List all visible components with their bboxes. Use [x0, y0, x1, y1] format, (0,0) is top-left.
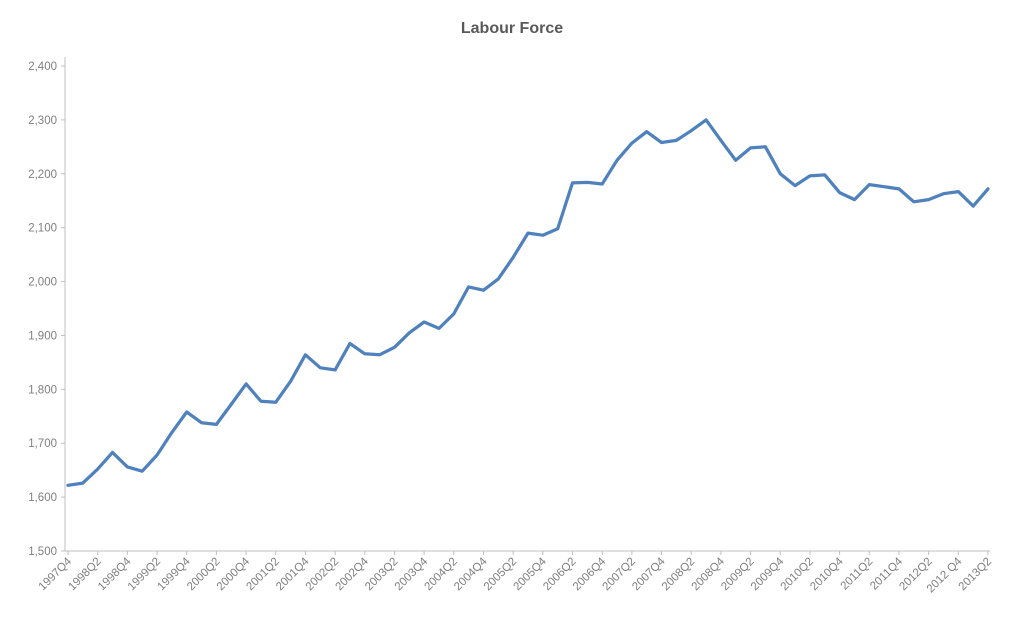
y-tick-label: 1,600 — [28, 492, 57, 504]
y-tick-label: 1,800 — [28, 384, 57, 396]
y-tick-label: 1,500 — [28, 546, 57, 558]
chart-title: Labour Force — [461, 20, 563, 37]
y-tick-label: 2,000 — [28, 277, 57, 289]
x-tick-label: 2010Q4 — [808, 555, 846, 593]
x-tick-label: 2013Q2 — [957, 556, 994, 593]
plot-area: 1,500 1,600 1,700 1,800 1,900 2,000 2,100 2,200… — [28, 57, 994, 595]
y-tick-label: 2,100 — [28, 223, 57, 235]
y-tick-label: 2,300 — [28, 115, 57, 127]
y-tick-label: 1,700 — [28, 438, 57, 450]
y-tick-label: 1,900 — [28, 330, 57, 342]
labour-force-series-line — [66, 118, 990, 487]
y-tick-label: 2,200 — [28, 169, 57, 181]
y-tick-label: 2,400 — [28, 61, 57, 73]
